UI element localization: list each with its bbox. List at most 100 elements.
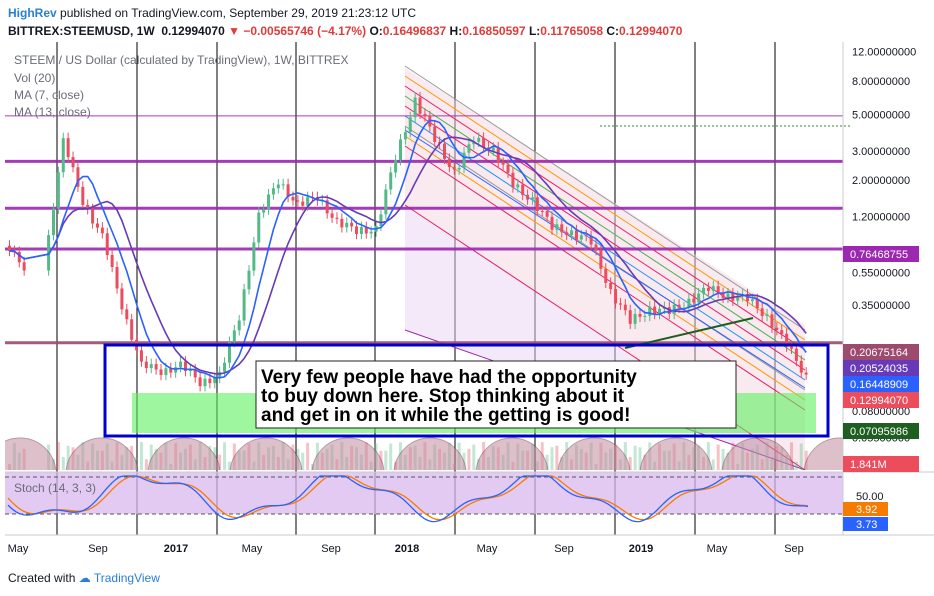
volume-bar bbox=[555, 445, 559, 470]
candle-body bbox=[482, 137, 486, 148]
candle-body bbox=[164, 368, 168, 376]
horizontal-levels bbox=[5, 115, 843, 345]
candle-body bbox=[706, 287, 710, 291]
candle-body bbox=[384, 189, 388, 215]
volume-bar bbox=[716, 444, 720, 470]
price-labels: 0.76468755 0.20675164 0.20524035 0.16448909… bbox=[843, 246, 919, 472]
candle-body bbox=[301, 201, 305, 206]
tradingview-logo-icon: ☁ bbox=[78, 571, 91, 585]
candle-body bbox=[100, 227, 104, 234]
candle-body bbox=[628, 310, 632, 324]
footer-brand[interactable]: TradingView bbox=[93, 571, 160, 585]
volume-bar bbox=[144, 459, 148, 470]
candle-body bbox=[765, 314, 769, 317]
volume-bar bbox=[139, 442, 143, 470]
publish-line: HighRev published on TradingView.com, Se… bbox=[8, 6, 416, 20]
candle-body bbox=[252, 242, 256, 271]
candle-body bbox=[540, 211, 544, 213]
candle-body bbox=[609, 282, 613, 290]
time-axis[interactable]: May Sep 2017 May Sep 2018 May Sep 2019 May Sep bbox=[8, 543, 804, 555]
channel-line bbox=[404, 135, 806, 401]
cycle-circle bbox=[721, 437, 795, 470]
candle-body bbox=[91, 209, 95, 224]
stoch-level-label: 50.00 bbox=[856, 491, 884, 503]
candle-body bbox=[183, 361, 187, 372]
candle-body bbox=[555, 224, 559, 230]
price-tick-label: 8.00000000 bbox=[852, 76, 910, 88]
volume-bar bbox=[389, 443, 393, 470]
candle-body bbox=[565, 232, 569, 236]
price-label-text: 0.76468755 bbox=[850, 249, 908, 261]
price-change: −0.00565746 (−4.17%) bbox=[243, 24, 367, 38]
candle-body bbox=[790, 346, 793, 349]
price-tick-label: 5.00000000 bbox=[852, 109, 910, 121]
candle-body bbox=[262, 209, 266, 213]
candle-body bbox=[721, 293, 725, 298]
candle-body bbox=[804, 372, 808, 375]
price-tick-label: 3.00000000 bbox=[852, 146, 910, 158]
candle-body bbox=[472, 141, 476, 145]
cycle-circle bbox=[475, 437, 549, 470]
candle-body bbox=[51, 208, 55, 236]
candle-body bbox=[56, 172, 60, 209]
symbol-name[interactable]: BITTREX:STEEMUSD, 1W bbox=[8, 24, 155, 38]
cycle-circle bbox=[311, 437, 385, 470]
volume-bar bbox=[149, 444, 153, 470]
annotation-frame bbox=[103, 343, 830, 438]
volume-bar bbox=[218, 454, 222, 470]
price-tick-label: 2.00000000 bbox=[852, 175, 910, 187]
candle-body bbox=[237, 320, 241, 331]
time-tick-label: Sep bbox=[88, 543, 108, 555]
time-tick-label: Sep bbox=[554, 543, 574, 555]
candle-body bbox=[780, 330, 784, 334]
candle-body bbox=[491, 147, 495, 151]
stoch-k-line bbox=[7, 475, 809, 523]
volume-bar bbox=[66, 445, 70, 470]
candle-body bbox=[794, 348, 798, 361]
volume-bar bbox=[472, 444, 476, 470]
candle-body bbox=[702, 287, 706, 294]
candle-body bbox=[115, 267, 119, 289]
price-chart[interactable]: STEEM / US Dollar (calculated by Trading… bbox=[0, 40, 934, 570]
candle-body bbox=[584, 235, 588, 237]
candle-body bbox=[76, 167, 80, 187]
price-axis[interactable]: 12.00000000 8.00000000 5.00000000 3.0000000… bbox=[852, 47, 916, 445]
legend-ma7: MA (7, close) bbox=[14, 88, 84, 102]
candle-body bbox=[105, 233, 109, 255]
candle-body bbox=[545, 211, 549, 217]
channel-line bbox=[404, 65, 806, 331]
volume-bar bbox=[301, 452, 305, 470]
candle-body bbox=[399, 139, 402, 161]
candle-body bbox=[364, 227, 368, 234]
candle-body bbox=[682, 307, 686, 309]
candle-body bbox=[457, 167, 461, 170]
candle-body bbox=[770, 314, 774, 328]
volume-bar bbox=[633, 445, 637, 470]
candle-body bbox=[697, 293, 701, 303]
candle-body bbox=[345, 222, 349, 228]
candle-body bbox=[785, 333, 789, 347]
candle-body bbox=[71, 157, 75, 168]
author-name[interactable]: HighRev bbox=[8, 6, 57, 20]
candle-body bbox=[633, 314, 637, 324]
candle-body bbox=[198, 377, 202, 387]
candle-body bbox=[423, 113, 427, 117]
candle-body bbox=[355, 226, 359, 235]
candle-body bbox=[614, 289, 618, 304]
candle-body bbox=[369, 231, 373, 234]
candle-body bbox=[257, 212, 261, 243]
candle-body bbox=[208, 378, 212, 384]
candle-body bbox=[501, 162, 505, 165]
volume-bar bbox=[306, 442, 310, 470]
price-label-badge bbox=[843, 246, 919, 262]
candle-body bbox=[110, 254, 114, 268]
candle-body bbox=[213, 377, 217, 384]
chart-header: HighRev published on TradingView.com, Se… bbox=[0, 0, 934, 44]
candle-body bbox=[653, 306, 657, 315]
price-label-badge bbox=[843, 456, 919, 472]
stoch-title: Stoch (14, 3, 3) bbox=[14, 481, 96, 495]
candle-body bbox=[242, 289, 246, 321]
candle-body bbox=[511, 172, 515, 188]
candle-body bbox=[17, 251, 21, 263]
high-label: H: bbox=[449, 24, 463, 38]
